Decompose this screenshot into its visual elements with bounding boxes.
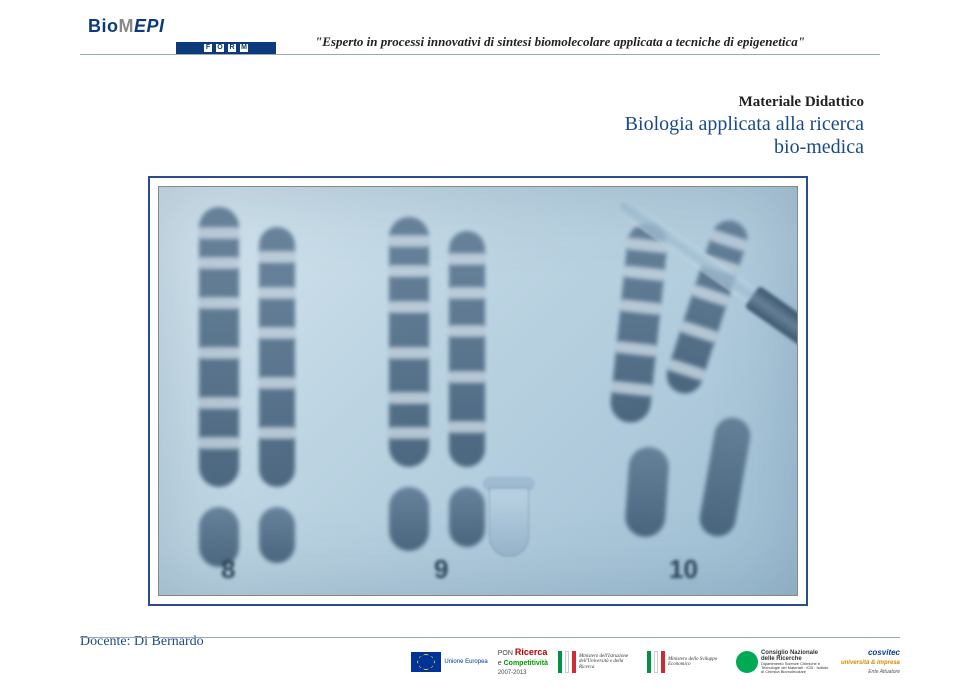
image-frame: 8 9 10 <box>148 176 808 606</box>
header: BioMEPI F O R M "Esperto in processi inn… <box>0 16 960 62</box>
logo-form-letter: F <box>204 44 212 52</box>
pon-comp: Competitività <box>504 660 548 667</box>
microtube <box>489 487 529 557</box>
logo-form-letter: R <box>228 44 236 52</box>
logo-form-letter: O <box>216 44 224 52</box>
logo-m: M <box>119 16 135 36</box>
footer-logos: Unione Europea PON Ricerca e Competitivi… <box>411 642 900 682</box>
eu-logo: Unione Europea <box>411 648 487 676</box>
cosvitec-t: tec <box>888 648 900 657</box>
chromosome-number: 9 <box>434 554 448 585</box>
logo-form-bar: F O R M <box>176 42 276 54</box>
logo-epi: EPI <box>134 16 165 36</box>
cnr-logo: Consiglio Nazionale delle Ricerche Dipar… <box>736 648 831 676</box>
subject-line-1: Biologia applicata alla ricerca <box>625 113 864 136</box>
material-label: Materiale Didattico <box>625 94 864 111</box>
miur-logo: Ministero dell'Istruzione dell'Universit… <box>558 648 637 676</box>
pon-top: PON <box>498 650 513 657</box>
pon-years: 2007-2013 <box>498 670 527 676</box>
eu-flag-icon <box>411 652 441 672</box>
cosvitec-c: cosvi <box>868 648 888 657</box>
title-block: Materiale Didattico Biologia applicata a… <box>625 94 864 159</box>
logo: BioMEPI F O R M <box>88 16 198 56</box>
course-title: "Esperto in processi innovativi di sinte… <box>315 34 805 50</box>
header-rule <box>80 54 880 55</box>
cosvitec-u: università & impresa <box>841 660 900 666</box>
chromosome-number: 8 <box>221 554 235 585</box>
miur-label: Ministero dell'Istruzione dell'Universit… <box>579 654 637 671</box>
ente-label: Ente Attuatore <box>868 669 900 675</box>
page: BioMEPI F O R M "Esperto in processi inn… <box>0 0 960 694</box>
pon-ricerca: Ricerca <box>515 647 548 657</box>
mise-logo: Ministero dello Sviluppo Economico <box>647 648 726 676</box>
image-content: 8 9 10 <box>158 186 798 596</box>
mise-label: Ministero dello Sviluppo Economico <box>668 657 726 668</box>
karyotype-illustration: 8 9 10 <box>159 187 797 595</box>
pon-logo: PON Ricerca e Competitività 2007-2013 <box>498 648 548 676</box>
cosvitec-logo: cosvitec università & impresa Ente Attua… <box>841 648 900 676</box>
footer-rule <box>80 637 900 638</box>
logo-form-letter: M <box>240 44 248 52</box>
cnr-icon <box>736 651 758 673</box>
subject-line-2: bio-medica <box>625 136 864 159</box>
logo-bio: Bio <box>88 16 119 36</box>
pon-amp: e <box>498 660 502 667</box>
eu-label: Unione Europea <box>444 659 487 665</box>
cnr-sub: Dipartimento Scienze Chimiche e Tecnolog… <box>761 662 831 674</box>
